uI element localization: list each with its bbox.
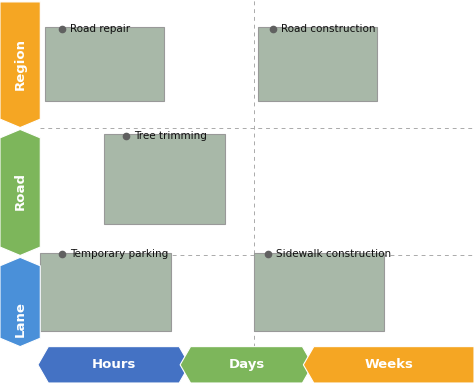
Text: Temporary parking: Temporary parking (70, 249, 168, 259)
Text: Region: Region (14, 38, 27, 90)
Polygon shape (180, 347, 313, 383)
Polygon shape (0, 129, 40, 255)
Bar (104, 134, 225, 224)
Polygon shape (38, 347, 190, 383)
Bar (45, 27, 164, 101)
Bar (254, 253, 384, 331)
Polygon shape (0, 257, 40, 347)
Text: Tree trimming: Tree trimming (134, 131, 207, 141)
Text: Lane: Lane (14, 301, 27, 337)
Text: Road construction: Road construction (281, 24, 375, 34)
Text: Road: Road (14, 172, 27, 211)
Bar (258, 27, 377, 101)
Text: Road repair: Road repair (70, 24, 130, 34)
Bar (40, 253, 171, 331)
Polygon shape (303, 347, 474, 383)
Text: Weeks: Weeks (364, 358, 413, 371)
Text: Hours: Hours (91, 358, 136, 371)
Polygon shape (0, 2, 40, 128)
Text: Sidewalk construction: Sidewalk construction (276, 249, 392, 259)
Text: Days: Days (228, 358, 264, 371)
